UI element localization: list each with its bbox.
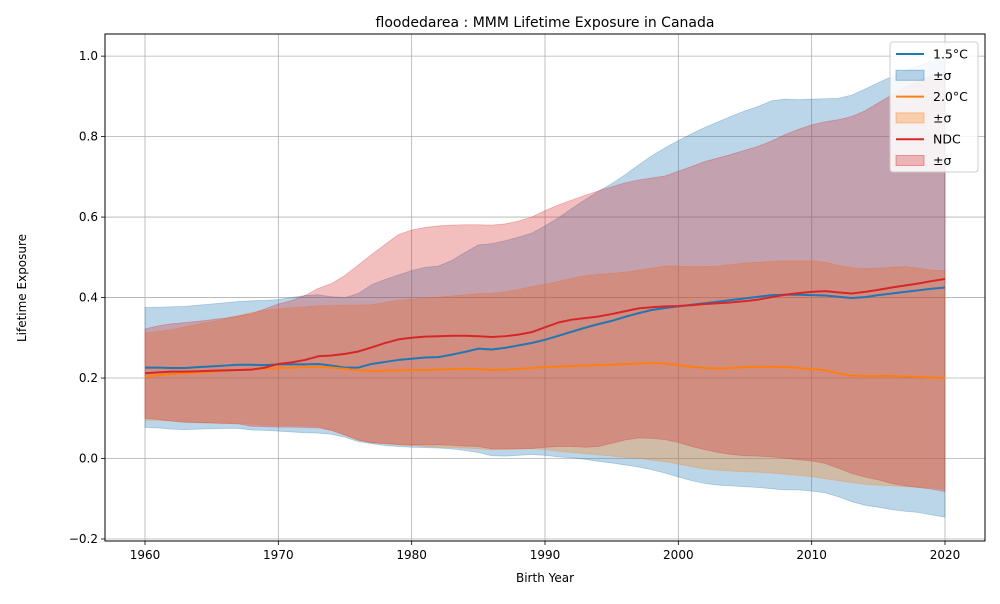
x-tick-label: 1960	[130, 548, 161, 562]
series-line-2	[144, 362, 946, 380]
legend-label: ±σ	[933, 68, 951, 83]
series-lines	[144, 278, 946, 380]
x-tick-label: 1980	[396, 548, 427, 562]
y-tick-label: 0.4	[79, 291, 98, 305]
legend-label: ±σ	[933, 110, 951, 125]
x-axis-label: Birth Year	[516, 571, 574, 585]
sigma-band-2	[144, 260, 946, 490]
series-line-3	[144, 278, 946, 375]
y-tick-label: 0.2	[79, 371, 98, 385]
y-tick-label: −0.2	[69, 532, 98, 546]
legend-band-swatch	[895, 69, 925, 81]
y-tick-label: 0.6	[79, 210, 98, 224]
legend-band-swatch	[895, 155, 925, 166]
x-tick-label: 2000	[663, 548, 694, 562]
y-tick-label: 0.8	[79, 130, 98, 144]
x-axis-ticks: 1960 1970 1980 1990 2000 2010 2020	[130, 541, 961, 562]
x-tick-label: 2010	[796, 548, 827, 562]
x-tick-label: 1970	[263, 548, 294, 562]
legend-label: 2.0°C	[933, 89, 968, 104]
y-tick-label: 0.0	[79, 452, 98, 466]
chart-title: floodedarea : MMM Lifetime Exposure in C…	[376, 15, 715, 31]
x-tick-label: 2020	[930, 548, 961, 562]
y-axis-ticks: −0.2 0.0 0.2 0.4 0.6 0.8 1.0	[69, 49, 105, 546]
y-tick-label: 1.0	[79, 49, 98, 63]
sigma-band-3	[144, 71, 946, 492]
legend-label: ±σ	[933, 153, 951, 168]
legend: 1.5°C ±σ 2.0°C ±σ NDC ±σ	[889, 41, 979, 173]
x-tick-label: 1990	[530, 548, 561, 562]
legend-label: NDC	[933, 132, 961, 147]
sigma-band-1	[144, 57, 946, 518]
sigma-bands	[144, 57, 946, 518]
legend-label: 1.5°C	[933, 47, 968, 62]
legend-band-swatch	[895, 112, 925, 124]
y-axis-label: Lifetime Exposure	[15, 234, 29, 342]
